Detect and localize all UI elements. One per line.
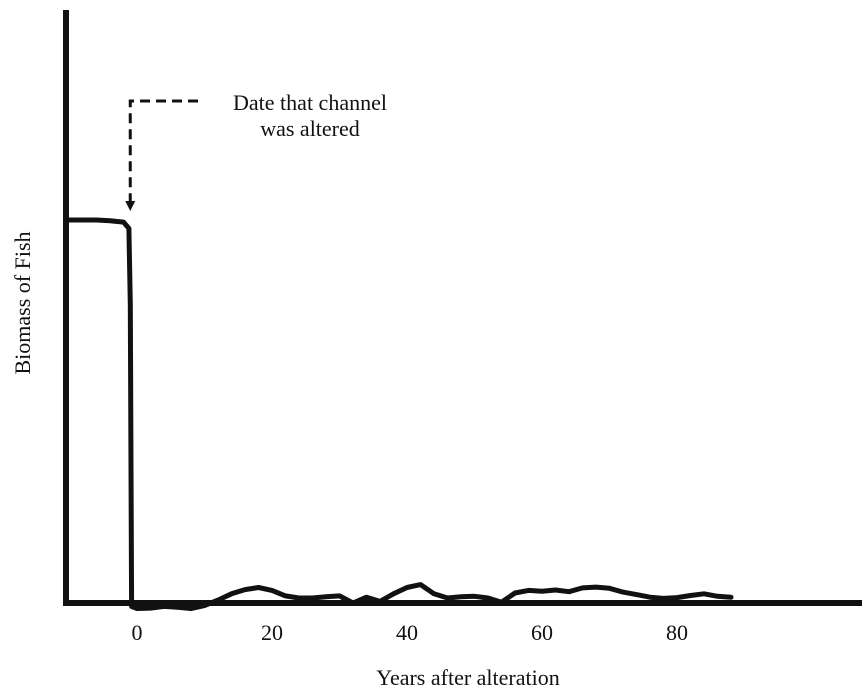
x-tick-label: 40 — [396, 620, 418, 645]
y-axis-label: Biomass of Fish — [10, 231, 35, 374]
annotation-text-line-1: Date that channel — [233, 90, 387, 115]
x-axis-label: Years after alteration — [376, 665, 559, 690]
series-line — [67, 217, 734, 611]
x-tick-label: 20 — [261, 620, 283, 645]
x-tick-labels: 0 20 40 60 80 — [132, 620, 689, 645]
annotation-arrow — [125, 99, 198, 211]
axes — [63, 10, 862, 606]
annotation: Date that channel was altered — [125, 90, 387, 211]
x-tick-label: 60 — [531, 620, 553, 645]
x-tick-label: 80 — [666, 620, 688, 645]
x-tick-label: 0 — [132, 620, 143, 645]
annotation-text-line-2: was altered — [260, 116, 360, 141]
